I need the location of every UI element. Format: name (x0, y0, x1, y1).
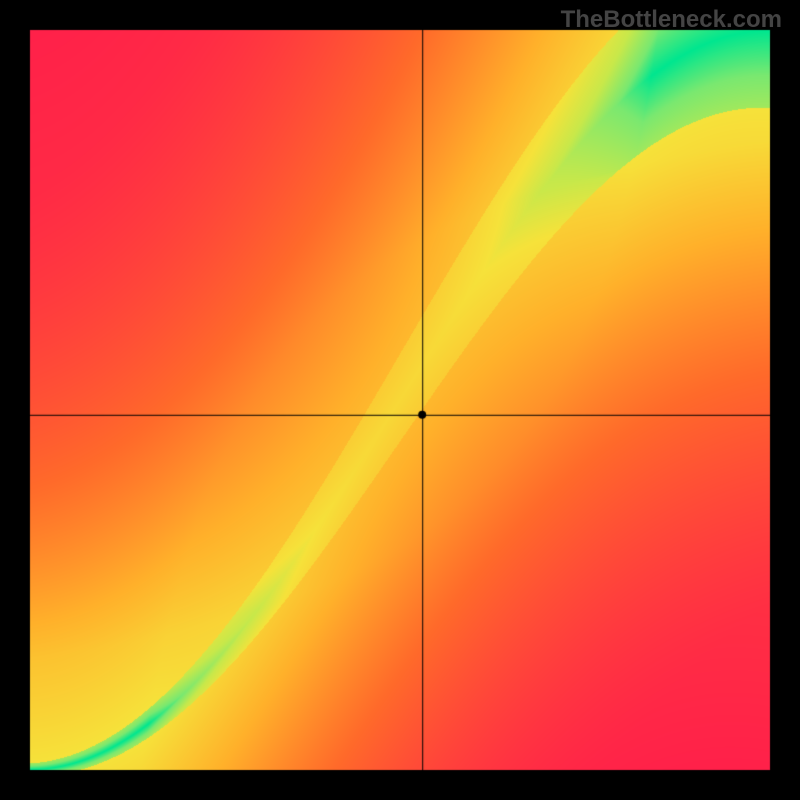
chart-container: { "watermark": { "text": "TheBottleneck.… (0, 0, 800, 800)
watermark-text: TheBottleneck.com (561, 6, 782, 34)
bottleneck-heatmap (0, 0, 800, 800)
